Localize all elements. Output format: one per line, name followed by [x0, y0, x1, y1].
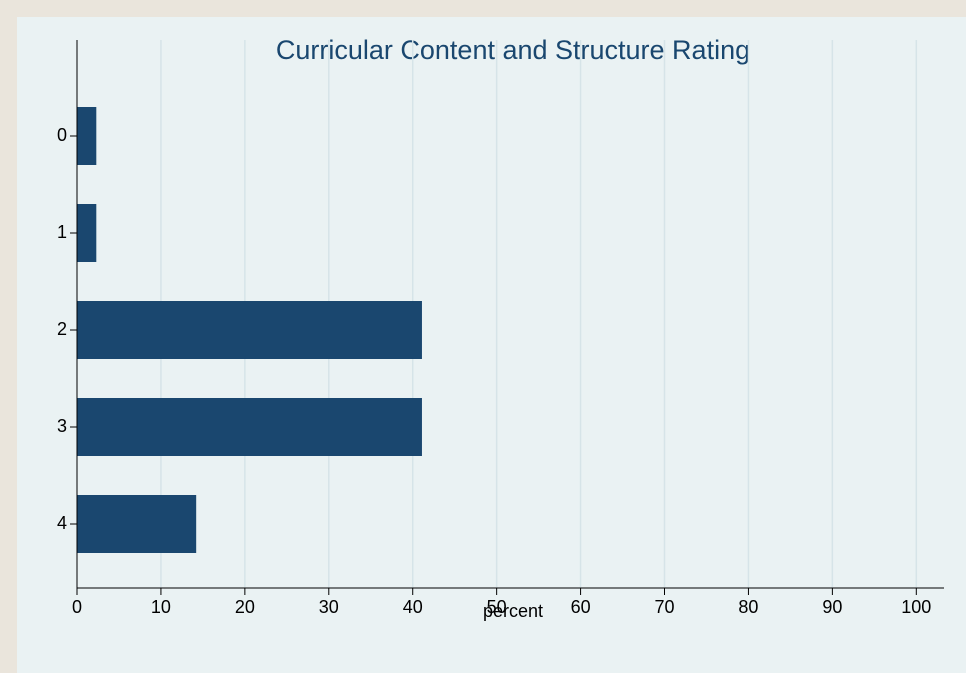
x-tick-label: 60 [571, 597, 591, 617]
bar [77, 495, 197, 553]
x-tick-label: 90 [822, 597, 842, 617]
y-tick-label: 0 [57, 125, 67, 145]
chart-title: Curricular Content and Structure Rating [276, 35, 750, 65]
x-tick-label: 40 [403, 597, 423, 617]
x-tick-label: 0 [72, 597, 82, 617]
y-tick-label: 4 [57, 513, 67, 533]
x-tick-label: 10 [151, 597, 171, 617]
x-tick-label: 30 [319, 597, 339, 617]
x-tick-label: 100 [901, 597, 931, 617]
x-tick-label: 50 [487, 597, 507, 617]
x-tick-label: 80 [738, 597, 758, 617]
x-tick-label: 70 [654, 597, 674, 617]
bar [77, 301, 422, 359]
bar [77, 204, 97, 262]
y-tick-label: 3 [57, 416, 67, 436]
y-tick-label: 1 [57, 222, 67, 242]
x-tick-label: 20 [235, 597, 255, 617]
x-axis-label: percent [483, 601, 543, 621]
y-tick-label: 2 [57, 319, 67, 339]
bar [77, 107, 97, 165]
bar [77, 398, 422, 456]
